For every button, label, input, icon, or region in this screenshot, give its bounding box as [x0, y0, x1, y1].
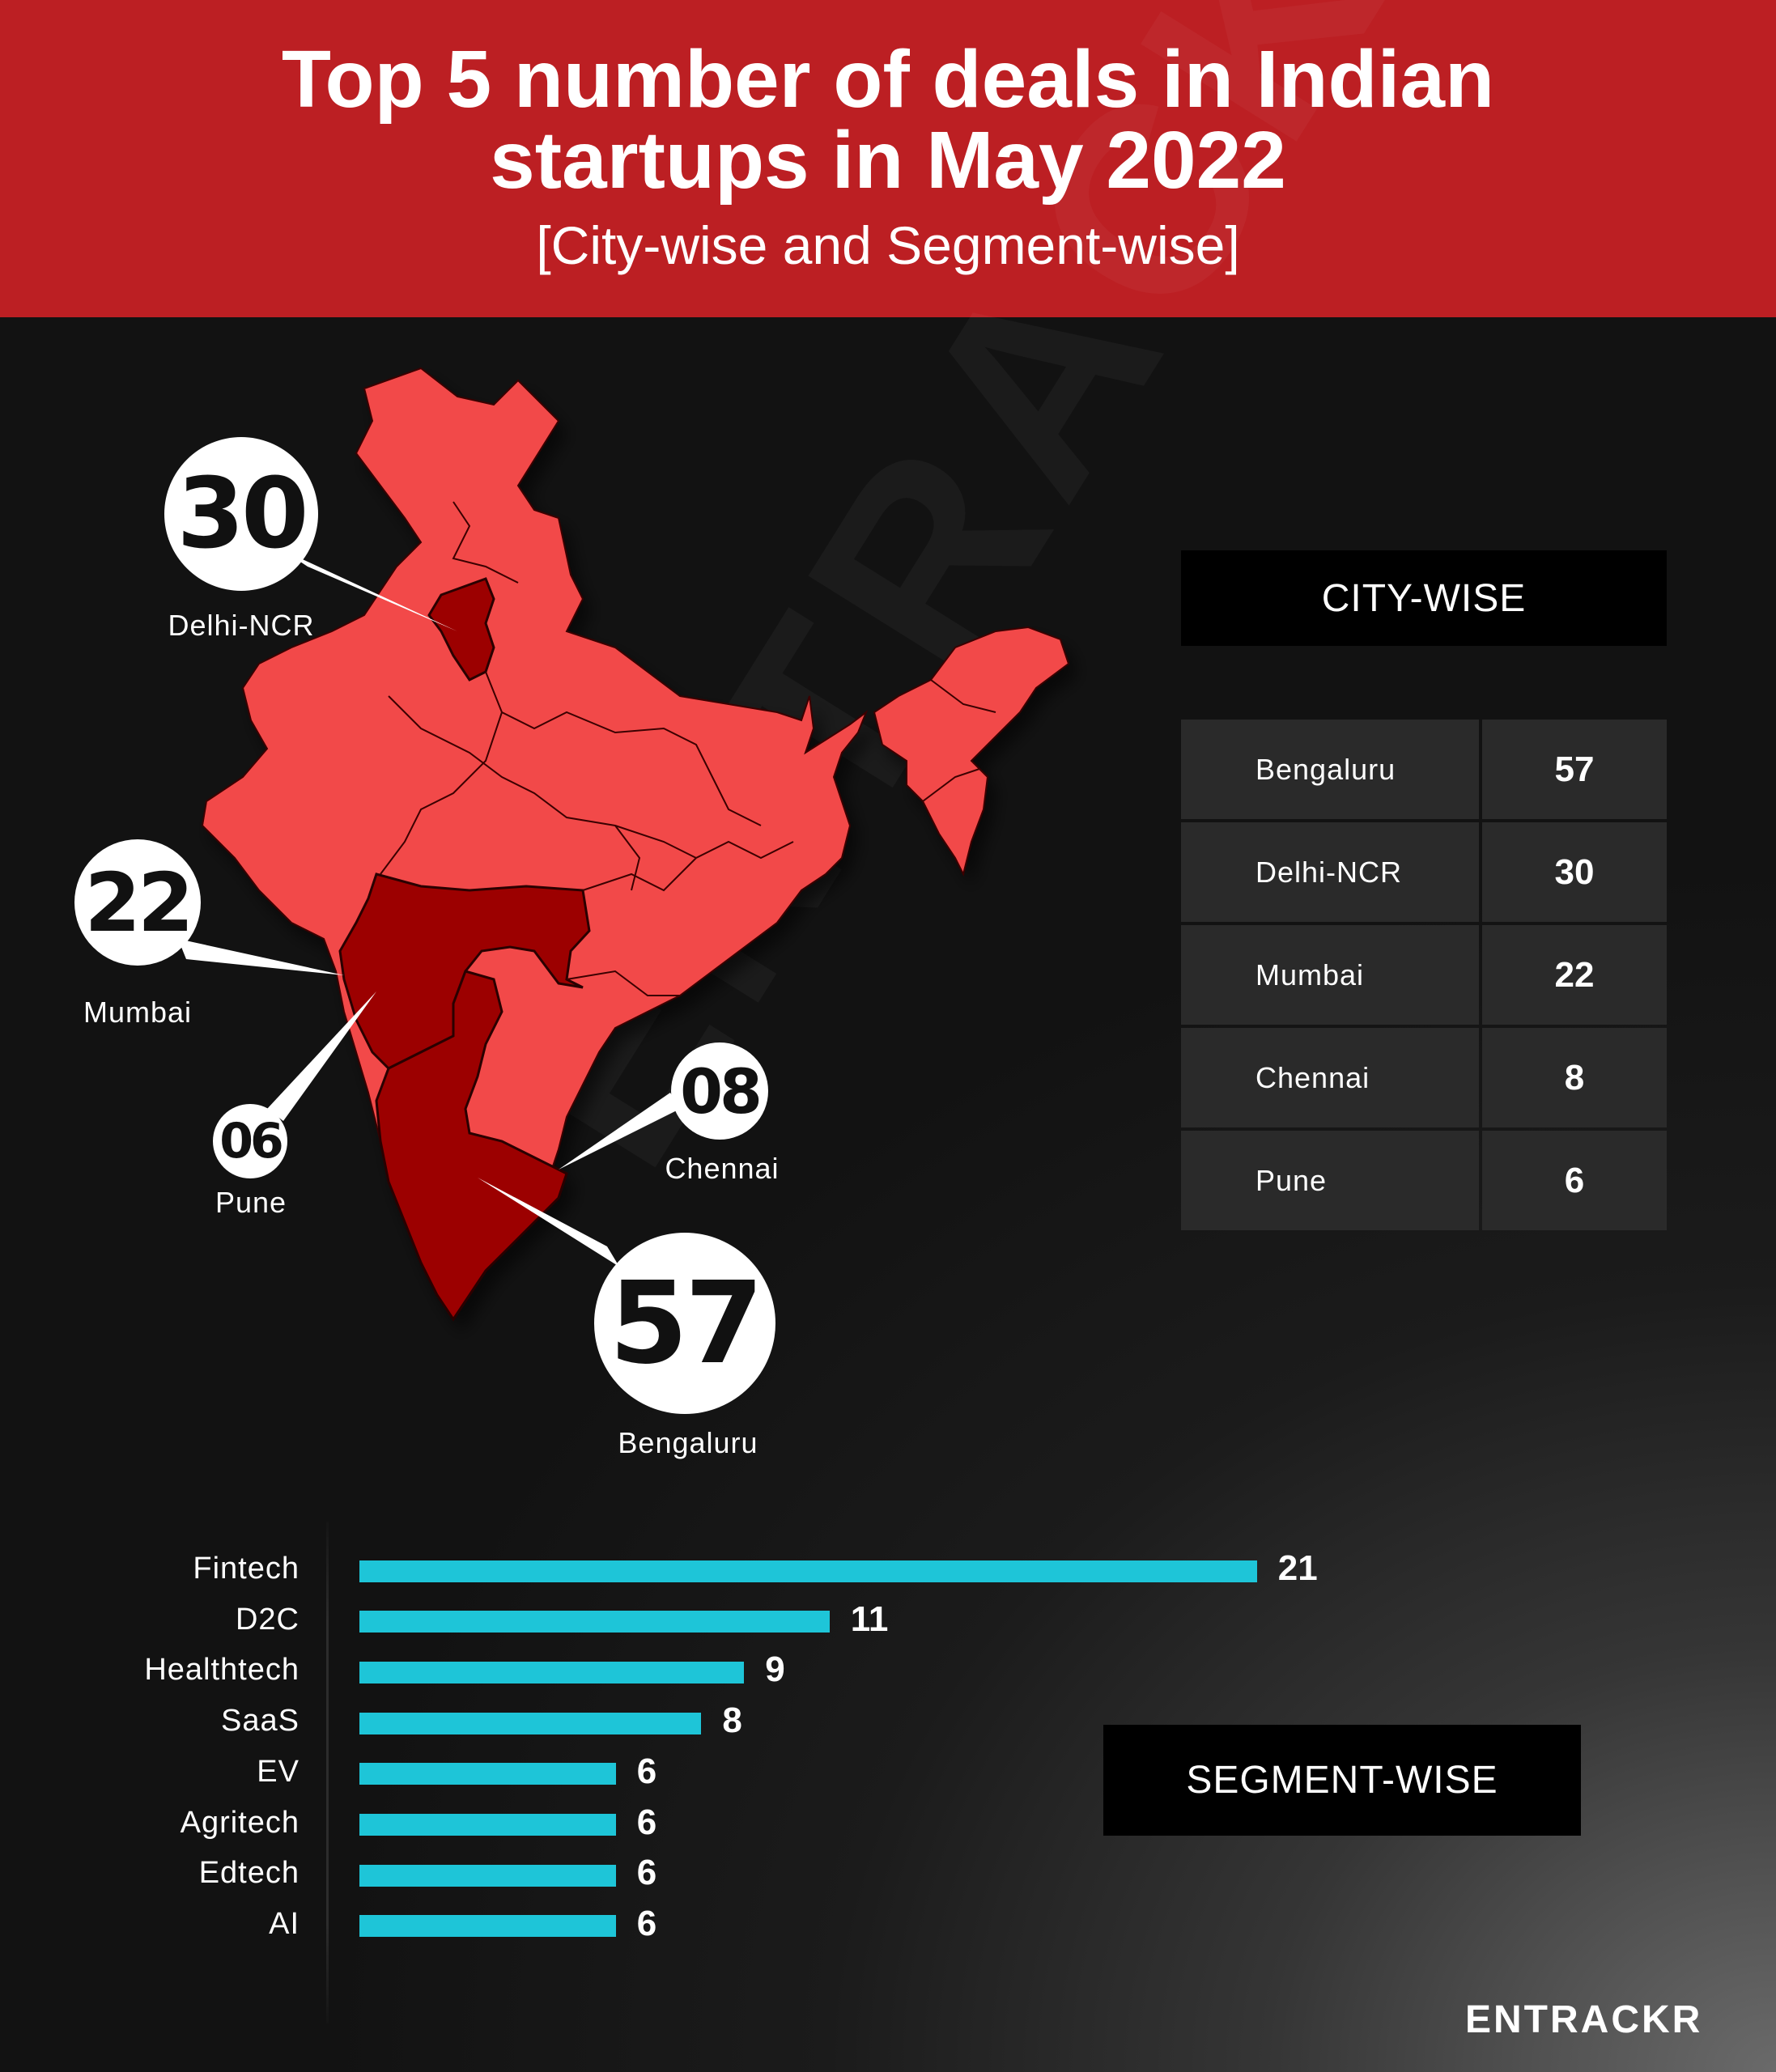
label-pune: Pune	[215, 1186, 287, 1219]
header-banner: Top 5 number of deals in Indian startups…	[0, 0, 1776, 317]
segment-label: Agritech	[180, 1805, 300, 1840]
city-name-cell: Mumbai	[1181, 925, 1479, 1025]
segment-bar	[359, 1864, 616, 1887]
title-line-2: startups in May 2022	[490, 115, 1286, 206]
pointer-chennai	[559, 1093, 680, 1170]
table-row: Mumbai 22	[1181, 925, 1667, 1025]
city-name-cell: Chennai	[1181, 1028, 1479, 1127]
map-northeast	[873, 626, 1070, 877]
segment-wise-heading: SEGMENT-WISE	[1103, 1725, 1581, 1836]
segment-value: 6	[636, 1751, 657, 1791]
bubble-bengaluru: 57	[594, 1233, 775, 1414]
city-wise-table: Bengaluru 57 Delhi-NCR 30 Mumbai 22 Chen…	[1181, 720, 1667, 1233]
map-state-borders	[380, 501, 996, 996]
segment-bar	[359, 1712, 702, 1734]
segment-value: 11	[850, 1599, 889, 1639]
deals-cell: 8	[1482, 1028, 1667, 1127]
segment-value: 8	[722, 1700, 742, 1741]
table-row: Pune 6	[1181, 1131, 1667, 1230]
table-row: Chennai 8	[1181, 1028, 1667, 1127]
label-delhi-ncr: Delhi-NCR	[168, 609, 315, 642]
pointer-bengaluru	[478, 1178, 619, 1267]
entrackr-logo: ENTRACKR	[1465, 1998, 1703, 2041]
segment-bar	[359, 1560, 1257, 1582]
segment-label: Healthtech	[144, 1653, 300, 1688]
label-bengaluru: Bengaluru	[618, 1426, 758, 1459]
deals-cell: 57	[1482, 720, 1667, 819]
segment-label: EV	[257, 1754, 300, 1789]
segment-axis-line	[326, 1522, 329, 2023]
callout-pointers	[178, 550, 680, 1267]
title-line-1: Top 5 number of deals in Indian	[281, 34, 1495, 125]
segment-value: 9	[765, 1650, 785, 1690]
india-map	[178, 367, 1070, 1322]
label-chennai: Chennai	[665, 1152, 780, 1185]
segment-value: 21	[1277, 1548, 1318, 1588]
segment-label: AI	[269, 1906, 300, 1941]
pointer-pune	[267, 991, 376, 1121]
table-row: Bengaluru 57	[1181, 720, 1667, 819]
bubble-delhi-ncr: 30	[164, 437, 318, 591]
deals-cell: 6	[1482, 1131, 1667, 1230]
segment-value: 6	[636, 1802, 657, 1842]
segment-bar	[359, 1915, 616, 1938]
deals-cell: 30	[1482, 822, 1667, 922]
segment-label: Edtech	[198, 1856, 300, 1891]
segment-label: SaaS	[221, 1704, 300, 1739]
segment-bar	[359, 1763, 616, 1785]
bubble-mumbai: 22	[74, 839, 201, 966]
deals-cell: 22	[1482, 925, 1667, 1025]
city-name-cell: Bengaluru	[1181, 720, 1479, 819]
table-row: Delhi-NCR 30	[1181, 822, 1667, 922]
city-name-cell: Delhi-NCR	[1181, 822, 1479, 922]
segment-value: 6	[636, 1853, 657, 1893]
bubble-chennai: 08	[671, 1042, 768, 1140]
segment-value: 6	[636, 1903, 657, 1943]
segment-bar	[359, 1814, 616, 1836]
subtitle: [City-wise and Segment-wise]	[536, 215, 1240, 275]
segment-label: D2C	[235, 1602, 300, 1637]
city-wise-heading: CITY-WISE	[1181, 550, 1667, 646]
segment-bar	[359, 1661, 745, 1684]
label-mumbai: Mumbai	[83, 996, 193, 1029]
segment-label: Fintech	[193, 1552, 300, 1586]
pointer-delhi	[283, 550, 457, 631]
pointer-mumbai	[178, 939, 344, 975]
bubble-pune: 06	[213, 1104, 287, 1178]
map-mainland	[201, 367, 869, 1321]
segment-bar	[359, 1611, 830, 1633]
city-name-cell: Pune	[1181, 1131, 1479, 1230]
